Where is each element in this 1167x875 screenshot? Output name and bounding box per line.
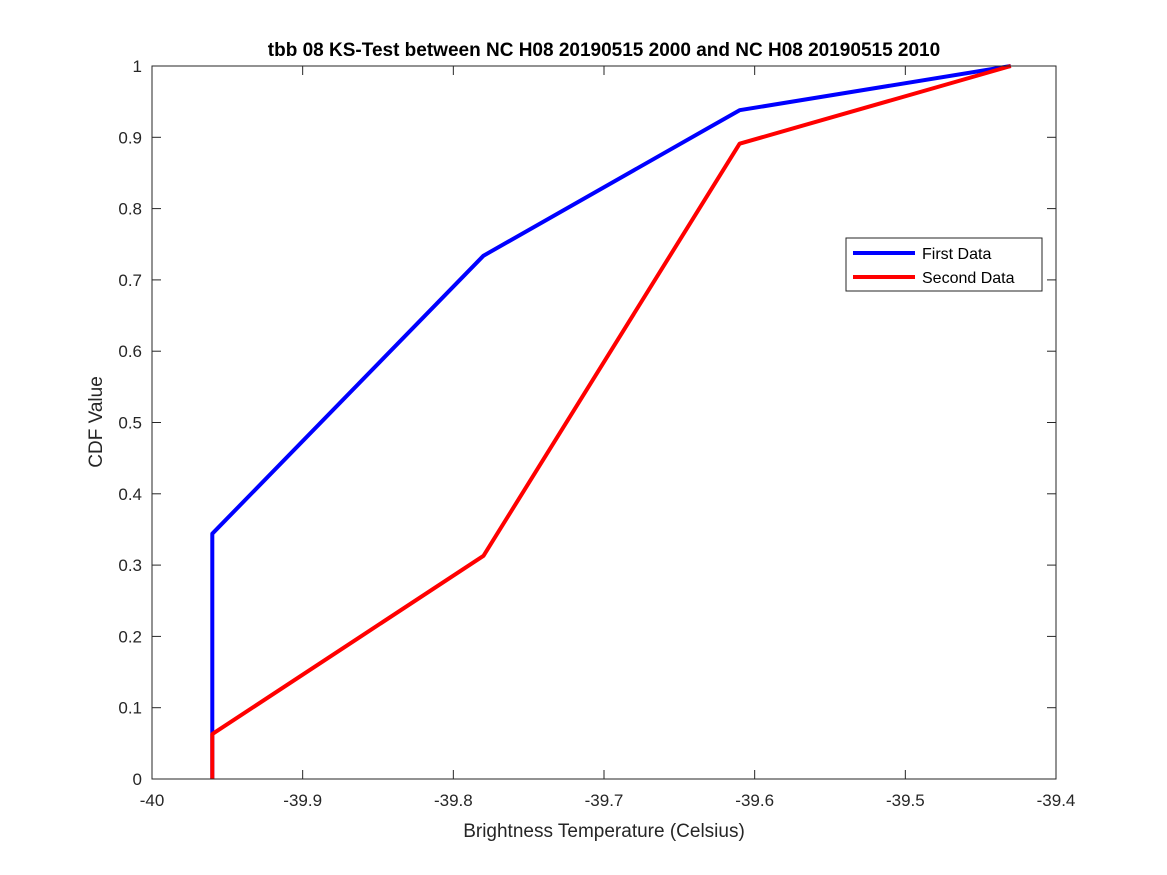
- y-tick-label: 0.6: [118, 342, 142, 361]
- y-tick-label: 0.8: [118, 200, 142, 219]
- x-tick-label: -39.8: [434, 791, 473, 810]
- y-tick-label: 0.9: [118, 128, 142, 147]
- series-lines: [210, 64, 1012, 779]
- y-tick-label: 0.3: [118, 556, 142, 575]
- legend-box: [845, 237, 1043, 292]
- series-line-first-data: [210, 64, 1012, 779]
- chart-title: tbb 08 KS-Test between NC H08 20190515 2…: [268, 40, 940, 61]
- y-tick-label: 1: [133, 57, 142, 76]
- legend: First Data Second Data: [845, 237, 1043, 292]
- axis-ticks: -40 -39.9 -39.8 -39.7 -39.6 -39.5 -39.4 0 0.1 0.2…: [118, 57, 1075, 810]
- x-tick-label: -39.7: [585, 791, 624, 810]
- plot-frame: [151, 65, 1057, 780]
- x-tick-label: -40: [140, 791, 165, 810]
- x-axis-label: Brightness Temperature (Celsius): [463, 821, 745, 842]
- y-tick-label: 0.1: [118, 699, 142, 718]
- y-tick-label: 0.5: [118, 414, 142, 433]
- y-tick-label: 0.2: [118, 627, 142, 646]
- x-tick-label: -39.6: [735, 791, 774, 810]
- x-tick-label: -39.4: [1037, 791, 1076, 810]
- x-tick-label: -39.9: [283, 791, 322, 810]
- series-line-second-data: [210, 64, 1012, 779]
- y-tick-label: 0: [133, 770, 142, 789]
- y-tick-label: 0.7: [118, 271, 142, 290]
- x-tick-label: -39.5: [886, 791, 925, 810]
- legend-label: Second Data: [922, 270, 1015, 287]
- plot-area: [152, 66, 1056, 779]
- y-tick-label: 0.4: [118, 485, 142, 504]
- y-axis-label: CDF Value: [86, 376, 107, 468]
- legend-label: First Data: [922, 246, 991, 263]
